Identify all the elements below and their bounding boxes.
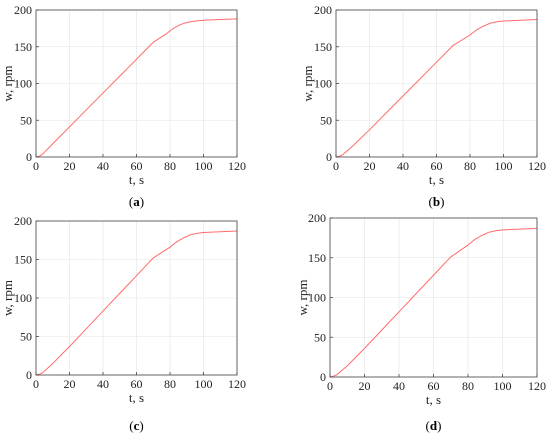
x-axis-label: t, s: [429, 172, 444, 187]
y-tick-label: 100: [314, 77, 332, 91]
series-line: [335, 19, 538, 158]
y-tick-label: 50: [20, 330, 32, 344]
x-axis-label: t, s: [426, 392, 441, 407]
panel-caption: (c): [129, 418, 143, 433]
y-tick-label: 200: [314, 3, 332, 17]
caption-letter: a: [133, 194, 140, 209]
caption-letter: d: [430, 418, 438, 433]
x-tick-label: 40: [397, 159, 409, 173]
chart-panel: 0 20 40 60 80 100 120 0 50 100 150 200 t, s w, rpm (d): [295, 211, 546, 433]
x-tick-label: 20: [64, 377, 76, 391]
y-tick-label: 100: [14, 77, 32, 91]
x-tick-label: 100: [494, 379, 512, 393]
y-tick-label: 150: [14, 40, 32, 54]
x-tick-label: 120: [528, 379, 546, 393]
x-tick-label: 120: [228, 159, 246, 173]
y-tick-label: 0: [26, 150, 32, 164]
y-tick-label: 0: [26, 368, 32, 382]
x-tick-label: 100: [195, 159, 213, 173]
x-axis-label: t, s: [129, 172, 144, 187]
caption-close: ): [139, 418, 143, 433]
series-line: [329, 227, 538, 378]
y-tick-label: 100: [14, 291, 32, 305]
caption-close: ): [437, 418, 441, 433]
x-tick-label: 20: [364, 159, 376, 173]
caption-open: (: [129, 194, 133, 209]
chart-panel: 0 20 40 60 80 100 120 0 50 100 150 200 t, s w, rpm (c): [0, 214, 246, 433]
caption-letter: b: [433, 194, 440, 209]
x-tick-label: 0: [33, 377, 39, 391]
caption-close: ): [140, 194, 144, 209]
y-tick-label: 0: [326, 150, 332, 164]
x-tick-label: 20: [64, 159, 76, 173]
y-axis-label: w, rpm: [0, 66, 15, 102]
y-tick-label: 150: [314, 40, 332, 54]
caption-open: (: [426, 418, 430, 433]
y-axis-label: w, rpm: [0, 280, 15, 316]
y-tick-label: 200: [14, 214, 32, 228]
x-tick-label: 0: [333, 159, 339, 173]
chart-panel: 0 20 40 60 80 100 120 0 50 100 150 200 t, s w, rpm (a): [0, 3, 246, 209]
x-axis-label: t, s: [129, 390, 144, 405]
x-tick-label: 100: [495, 159, 513, 173]
x-tick-label: 120: [228, 377, 246, 391]
y-tick-label: 200: [308, 211, 326, 225]
x-tick-label: 60: [428, 379, 440, 393]
x-tick-label: 60: [131, 377, 143, 391]
y-tick-label: 150: [308, 251, 326, 265]
chart-panel: 0 20 40 60 80 100 120 0 50 100 150 200 t, s w, rpm (b): [300, 3, 546, 209]
x-tick-label: 20: [359, 379, 371, 393]
caption-open: (: [429, 194, 433, 209]
x-tick-label: 0: [327, 379, 333, 393]
y-axis-label: w, rpm: [295, 280, 310, 316]
x-tick-label: 60: [431, 159, 443, 173]
x-tick-label: 40: [393, 379, 405, 393]
y-tick-label: 150: [14, 253, 32, 267]
x-tick-label: 80: [164, 159, 176, 173]
caption-open: (: [129, 418, 133, 433]
x-tick-label: 80: [464, 159, 476, 173]
x-tick-label: 120: [528, 159, 546, 173]
caption-letter: c: [134, 418, 140, 433]
panel-caption: (d): [426, 418, 442, 433]
y-tick-label: 50: [20, 113, 32, 127]
x-tick-label: 100: [195, 377, 213, 391]
series-line: [35, 18, 238, 158]
y-tick-label: 0: [320, 370, 326, 384]
caption-close: ): [440, 194, 444, 209]
x-tick-label: 0: [33, 159, 39, 173]
y-tick-label: 100: [308, 291, 326, 305]
x-tick-label: 80: [164, 377, 176, 391]
panel-caption: (b): [429, 194, 445, 209]
series-line: [35, 230, 238, 376]
y-axis-label: w, rpm: [300, 66, 315, 102]
x-tick-label: 80: [462, 379, 474, 393]
y-tick-label: 50: [314, 330, 326, 344]
x-tick-label: 40: [97, 377, 109, 391]
panel-caption: (a): [129, 194, 144, 209]
x-tick-label: 60: [131, 159, 143, 173]
y-tick-label: 50: [320, 113, 332, 127]
y-tick-label: 200: [14, 3, 32, 17]
x-tick-label: 40: [97, 159, 109, 173]
